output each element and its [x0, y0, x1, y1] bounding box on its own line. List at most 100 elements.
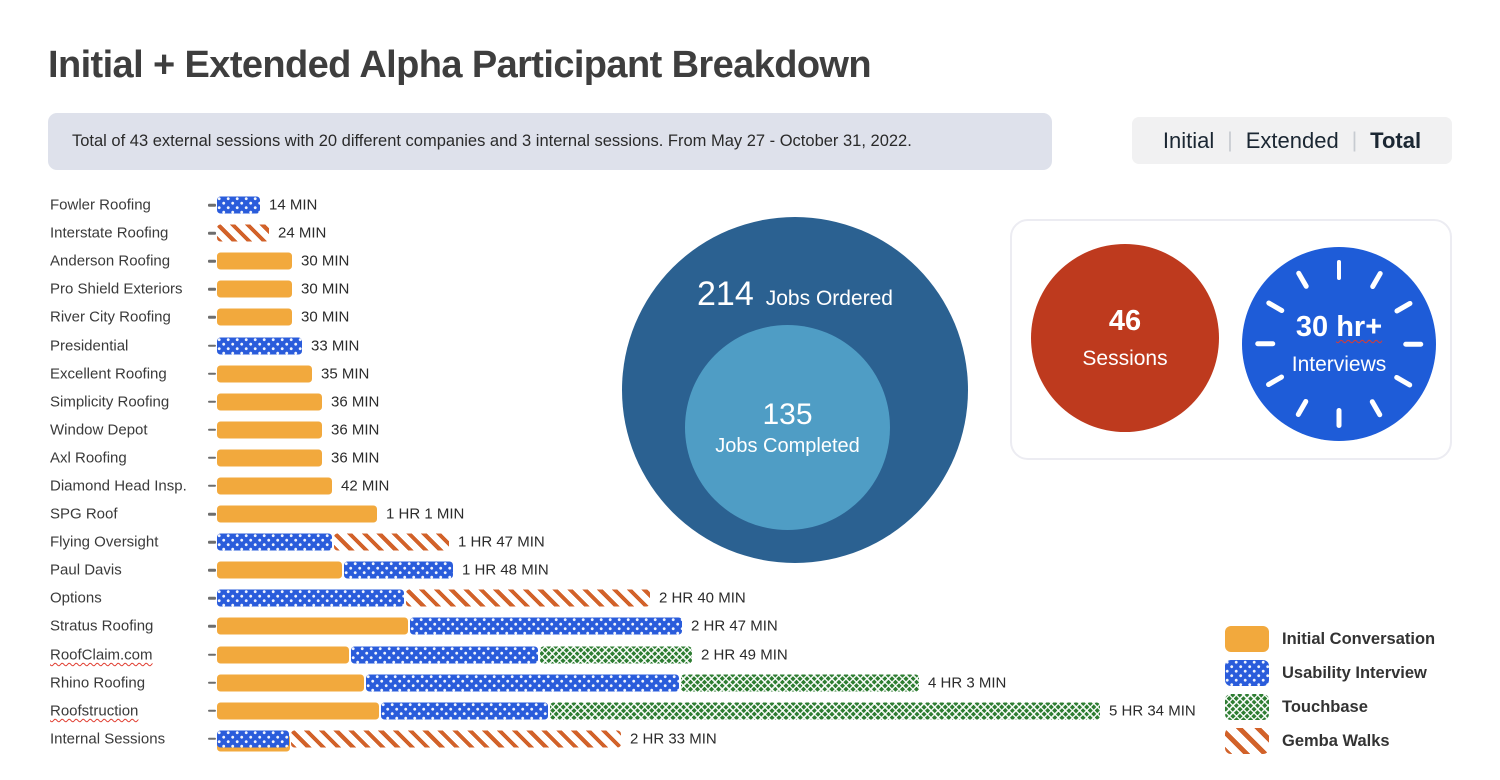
company-label: Window Depot [50, 421, 148, 439]
chart-row: River City Roofing 30 MIN [48, 303, 1228, 331]
chart-row: Paul Davis 1 HR 48 MIN [48, 556, 1228, 584]
bar-segment-initial[interactable] [217, 252, 292, 270]
bar-chart: Fowler Roofing 14 MIN Interstate Roofing 24… [48, 191, 1228, 753]
bar-track: 35 MIN [217, 365, 369, 383]
bar-segment-gemba[interactable] [406, 589, 650, 607]
duration-label: 1 HR 1 MIN [386, 505, 465, 523]
company-label: Pro Shield Exteriors [50, 280, 183, 298]
duration-label: 36 MIN [331, 393, 380, 411]
chart-row: Pro Shield Exteriors 30 MIN [48, 275, 1228, 303]
axis-tick [208, 512, 216, 516]
legend-label: Initial Conversation [1282, 629, 1436, 648]
kpi-card: 46 Sessions 30 hr+ Interviews [1010, 219, 1452, 460]
sessions-value: 46 [1108, 305, 1142, 337]
chart-row: Options 2 HR 40 MIN [48, 584, 1228, 612]
chart-row: RoofClaim.com 2 HR 49 MIN [48, 641, 1228, 669]
company-label: Internal Sessions [50, 730, 166, 748]
jobs-ordered-circle: 214 Jobs Ordered 135 Jobs Completed [622, 217, 968, 563]
bar-segment-initial[interactable] [217, 505, 377, 523]
bar-track: 1 HR 1 MIN [217, 505, 465, 523]
duration-label: 30 MIN [301, 308, 350, 326]
bar-track: 2 HR 49 MIN [217, 646, 788, 664]
bar-track: 5 HR 34 MIN [217, 702, 1196, 720]
bar-segment-initial[interactable] [217, 561, 342, 579]
bar-segment-initial[interactable] [217, 280, 292, 298]
jobs-completed-label: Jobs Completed [715, 434, 860, 457]
clock-tick [1295, 398, 1309, 418]
clock-face-icon [1242, 247, 1436, 441]
bar-segment-touchbase[interactable] [540, 646, 692, 664]
company-label: RoofClaim.com [50, 646, 153, 664]
initial-swatch-icon [1225, 626, 1269, 652]
legend-item-initial[interactable]: Initial Conversation [1225, 622, 1435, 656]
chart-row: Excellent Roofing 35 MIN [48, 360, 1228, 388]
legend-item-touchbase[interactable]: Touchbase [1225, 690, 1435, 724]
company-label: Fowler Roofing [50, 196, 151, 214]
bar-segment-usability[interactable] [344, 561, 453, 579]
axis-tick [208, 709, 216, 712]
axis-tick [208, 344, 216, 347]
bar-segment-usability[interactable] [366, 674, 679, 692]
clock-tick [1265, 300, 1285, 314]
bar-segment-initial[interactable] [217, 393, 322, 411]
clock-tick [1393, 374, 1413, 388]
interviews-circle: 30 hr+ Interviews [1242, 247, 1436, 441]
bar-segment-usability[interactable] [217, 589, 404, 607]
summary-text: Total of 43 external sessions with 20 di… [72, 132, 912, 150]
bar-segment-gemba[interactable] [291, 730, 621, 748]
axis-tick [208, 400, 216, 403]
tab-separator: | [1227, 128, 1233, 152]
bar-segment-initial[interactable] [217, 421, 322, 439]
duration-label: 2 HR 49 MIN [701, 646, 788, 664]
bar-segment-initial[interactable] [217, 617, 408, 635]
bar-segment-usability[interactable] [410, 617, 682, 635]
bar-track: 33 MIN [217, 337, 359, 355]
legend-label: Touchbase [1282, 697, 1368, 716]
company-label: Rhino Roofing [50, 674, 146, 692]
interviews-label: Interviews [1291, 353, 1387, 376]
bar-segment-gemba[interactable] [334, 533, 449, 551]
legend-item-gemba[interactable]: Gemba Walks [1225, 724, 1435, 758]
axis-tick [208, 231, 216, 235]
legend-item-usability[interactable]: Usability Interview [1225, 656, 1435, 690]
bar-segment-usability[interactable] [217, 196, 260, 214]
axis-tick [208, 540, 216, 544]
bar-segment-initial[interactable] [217, 646, 349, 664]
jobs-ordered-label: Jobs Ordered [765, 287, 893, 310]
chart-row: Rhino Roofing 4 HR 3 MIN [48, 669, 1228, 697]
bar-segment-usability[interactable] [351, 646, 538, 664]
tab-initial[interactable]: Initial [1162, 127, 1215, 153]
axis-tick [208, 597, 216, 600]
axis-tick [208, 484, 216, 488]
company-label: River City Roofing [50, 308, 171, 326]
bar-track: 2 HR 47 MIN [217, 617, 778, 635]
bar-segment-usability[interactable] [217, 337, 302, 355]
bar-track: 36 MIN [217, 393, 380, 411]
bar-segment-initial[interactable] [217, 674, 364, 692]
bar-segment-usability[interactable] [217, 730, 289, 748]
axis-tick [208, 456, 216, 460]
duration-label: 24 MIN [278, 224, 327, 242]
tab-extended[interactable]: Extended [1245, 127, 1339, 153]
bar-segment-initial[interactable] [217, 365, 312, 383]
bar-track: 2 HR 33 MIN [217, 730, 717, 752]
bar-segment-touchbase[interactable] [550, 702, 1100, 720]
bar-segment-initial[interactable] [217, 477, 332, 495]
bar-segment-usability[interactable] [217, 533, 332, 551]
bar-segment-touchbase[interactable] [681, 674, 919, 692]
duration-label: 30 MIN [301, 252, 350, 270]
company-label: Presidential [50, 337, 129, 355]
bar-segment-usability[interactable] [381, 702, 548, 720]
bar-segment-gemba[interactable] [217, 224, 269, 242]
bar-track: 36 MIN [217, 421, 379, 439]
bar-segment-initial[interactable] [217, 702, 379, 720]
company-label: Anderson Roofing [50, 252, 171, 270]
company-label: Flying Oversight [50, 533, 159, 551]
bar-segment-initial[interactable] [217, 308, 292, 326]
tab-total[interactable]: Total [1370, 127, 1422, 153]
summary-banner: Total of 43 external sessions with 20 di… [48, 113, 1052, 170]
bar-segment-initial[interactable] [217, 449, 322, 467]
bar-track: 24 MIN [217, 224, 327, 242]
chart-row: Flying Oversight 1 HR 47 MIN [48, 528, 1228, 556]
